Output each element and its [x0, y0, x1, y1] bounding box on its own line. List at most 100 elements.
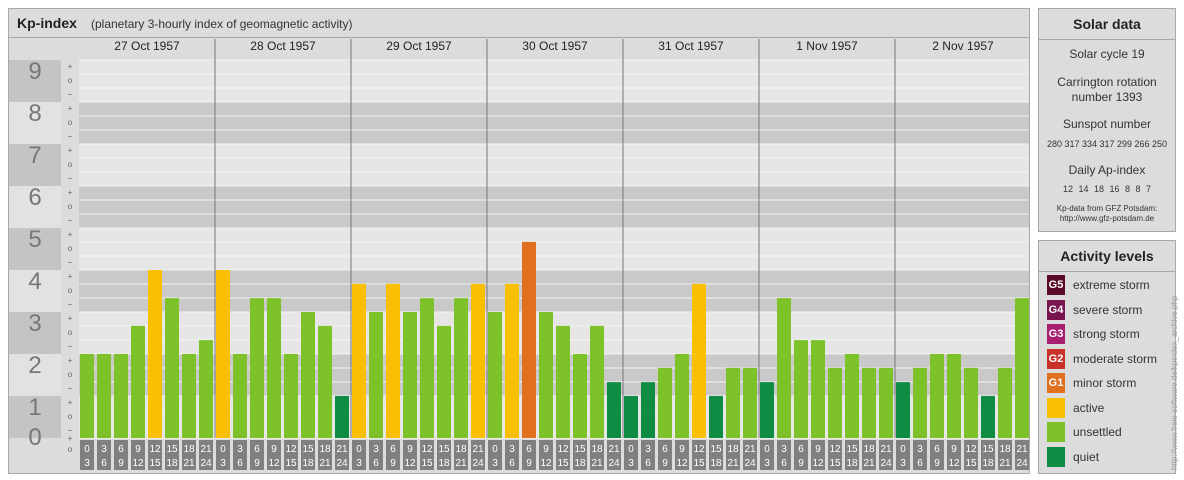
hour-end-label: 24 [472, 458, 484, 469]
hour-tick-box [607, 440, 621, 470]
legend-label: extreme storm [1073, 278, 1150, 292]
hour-tick-box [352, 440, 366, 470]
legend-item-severe-storm: G4 severe storm [1047, 299, 1175, 320]
solar-cycle: Solar cycle 19 [1069, 47, 1145, 61]
hour-start-label: 6 [662, 444, 668, 455]
hour-tick-box [335, 440, 349, 470]
legend-swatch: G4 [1047, 299, 1065, 320]
kp-bar [624, 396, 638, 438]
hour-tick-box [522, 440, 536, 470]
hour-start-label: 21 [608, 444, 620, 455]
hour-end-label: 6 [373, 458, 379, 469]
kp-bar [318, 325, 332, 438]
kp-bar [930, 354, 944, 438]
kp-bar [284, 354, 298, 438]
minor-tick-label: − [68, 216, 73, 225]
y-tick-label: 9 [28, 58, 41, 85]
hour-tick-box [709, 440, 723, 470]
hour-end-label: 21 [727, 458, 739, 469]
hour-tick-box [454, 440, 468, 470]
kp-bar [437, 325, 451, 438]
hour-end-label: 6 [101, 458, 107, 469]
minor-tick-label: + [68, 272, 73, 281]
grid-band [79, 312, 1029, 354]
y-label-band [9, 102, 61, 144]
hour-tick-box [114, 440, 128, 470]
data-source-url[interactable]: http://www.gfz-potsdam.de [1059, 214, 1155, 223]
minor-tick-label: + [68, 398, 73, 407]
credit-url[interactable]: http://www.freie-software.de/kpindex_arc… [1170, 295, 1179, 470]
legend-swatch: G1 [1047, 373, 1065, 393]
day-label: 30 Oct 1957 [522, 39, 588, 53]
minor-tick-label: o [68, 445, 73, 454]
hour-start-label: 15 [166, 444, 178, 455]
minor-tick-label: − [68, 258, 73, 267]
kp-bar [828, 367, 842, 438]
hour-start-label: 6 [118, 444, 124, 455]
hour-tick-box [641, 440, 655, 470]
hour-start-label: 21 [744, 444, 756, 455]
day-label: 29 Oct 1957 [386, 39, 452, 53]
hour-end-label: 24 [744, 458, 756, 469]
hour-tick-box [760, 440, 774, 470]
hour-start-label: 12 [149, 444, 161, 455]
hour-tick-box [182, 440, 196, 470]
solar-data-title: Solar data [1039, 9, 1175, 40]
minor-tick-label: o [68, 328, 73, 337]
hour-start-label: 9 [271, 444, 277, 455]
hour-end-label: 6 [917, 458, 923, 469]
minor-tick-label: o [68, 118, 73, 127]
hour-tick-box [488, 440, 502, 470]
minor-tick-label: − [68, 174, 73, 183]
kp-bar [1015, 298, 1029, 438]
hour-start-label: 21 [200, 444, 212, 455]
kp-bar [80, 354, 94, 438]
hour-tick-box [505, 440, 519, 470]
activity-levels-title: Activity levels [1039, 241, 1175, 272]
hour-end-label: 15 [829, 458, 841, 469]
hour-start-label: 18 [455, 444, 467, 455]
minor-tick-label: o [68, 160, 73, 169]
y-label-band [9, 312, 61, 354]
hour-start-label: 18 [183, 444, 195, 455]
hour-tick-box [539, 440, 553, 470]
hour-start-label: 18 [863, 444, 875, 455]
legend-swatch: G2 [1047, 348, 1065, 369]
hour-start-label: 15 [982, 444, 994, 455]
hour-tick-box [369, 440, 383, 470]
hour-end-label: 9 [118, 458, 124, 469]
legend-swatch: G5 [1047, 275, 1065, 295]
legend-item-quiet: quiet [1047, 446, 1175, 467]
hour-tick-box [998, 440, 1012, 470]
kp-bar [403, 312, 417, 438]
day-label: 31 Oct 1957 [658, 39, 724, 53]
hour-start-label: 0 [220, 444, 226, 455]
sunspot-number-label: Sunspot number [1062, 117, 1152, 131]
y-label-band [9, 144, 61, 186]
minor-tick-label: o [68, 202, 73, 211]
y-label-band [9, 228, 61, 270]
daily-ap-label: Daily Ap-index [1068, 163, 1146, 177]
y-label-band [9, 186, 61, 228]
hour-end-label: 12 [948, 458, 960, 469]
minor-tick-label: + [68, 230, 73, 239]
kp-bar [165, 298, 179, 438]
hour-tick-box [658, 440, 672, 470]
hour-tick-box [862, 440, 876, 470]
kp-bar [675, 354, 689, 438]
hour-start-label: 9 [951, 444, 957, 455]
hour-start-label: 21 [472, 444, 484, 455]
hour-end-label: 24 [200, 458, 212, 469]
hour-start-label: 0 [492, 444, 498, 455]
hour-end-label: 3 [492, 458, 498, 469]
kp-bar [522, 241, 536, 438]
kp-bar [777, 298, 791, 438]
kp-chart-panel: Kp-index (planetary 3-hourly index of ge… [8, 8, 1030, 474]
kp-bar [862, 367, 876, 438]
hour-end-label: 24 [880, 458, 892, 469]
legend-swatch: G3 [1047, 324, 1065, 344]
hour-tick-box [590, 440, 604, 470]
hour-start-label: 0 [764, 444, 770, 455]
hour-start-label: 21 [1016, 444, 1028, 455]
hour-tick-box [624, 440, 638, 470]
